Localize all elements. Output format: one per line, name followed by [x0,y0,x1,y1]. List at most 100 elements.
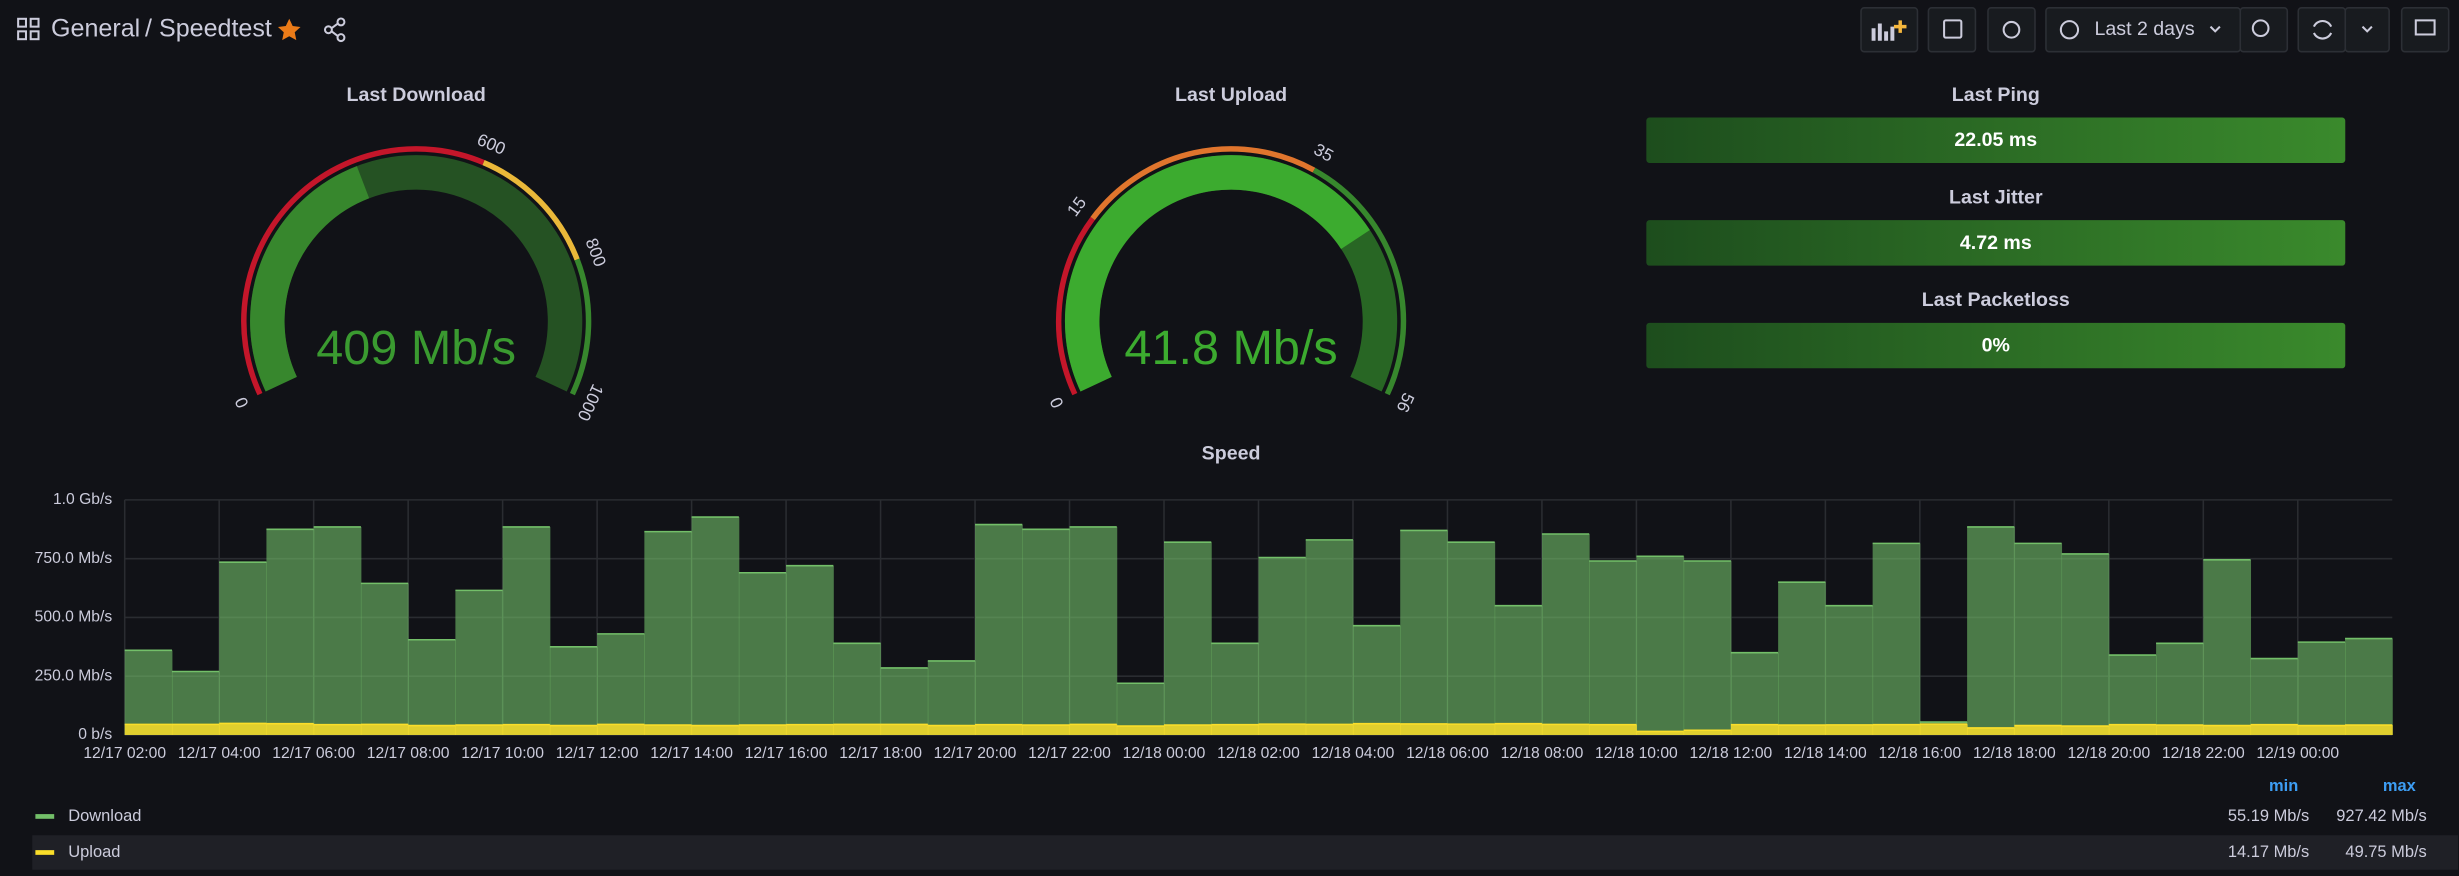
x-tick-label: 12/18 14:00 [1784,745,1867,762]
refresh-button[interactable] [2297,7,2347,53]
area-step [2156,643,2204,735]
area-step [975,524,1023,735]
area-step [313,526,362,735]
x-tick-label: 12/17 10:00 [461,745,544,762]
area-step [313,724,362,735]
area-step [1825,605,1874,735]
x-tick-label: 12/18 00:00 [1123,745,1206,762]
area-step [1305,539,1354,735]
gauge-threshold [482,160,580,261]
y-tick-label: 1.0 Gb/s [53,491,112,508]
area-step [1872,543,1921,735]
gauge-tick-label: 35 [1311,139,1337,166]
stat-title: Last Packetloss [1922,289,2070,311]
area-step [2108,724,2157,735]
area-step [2297,725,2346,735]
area-step [455,725,504,735]
x-tick-label: 12/17 08:00 [367,745,450,762]
area-step [549,725,598,735]
area-step [1164,542,1212,735]
area-step [738,572,787,735]
area-step [1919,724,1968,735]
area-step [1872,724,1921,735]
stat-value: 22.05 ms [1954,129,2037,151]
add-panel-plus [1893,20,1907,33]
area-step [597,724,645,735]
area-step [408,639,456,735]
grid-icon[interactable] [17,17,40,41]
area-step [1967,526,2015,735]
gauge-threshold [1055,216,1095,396]
legend-header: min [2269,777,2298,795]
area-step [1636,556,1685,735]
add-panel-button[interactable] [1860,7,1919,53]
zoom-out-button[interactable] [2239,7,2289,53]
area-step [1447,542,1496,735]
area-step [927,660,976,735]
star-icon[interactable] [277,18,301,41]
x-tick-label: 12/17 04:00 [178,745,261,762]
area-step [833,724,882,735]
area-step [2203,725,2252,735]
gauge-tick-label: 600 [474,129,508,159]
stat-box [1646,220,2346,266]
tv-icon [2414,19,2436,36]
area-step [786,565,834,735]
gauge-value: 409 Mb/s [316,321,516,375]
x-tick-label: 12/18 20:00 [2067,745,2150,762]
legend-swatch [35,850,55,855]
area-step [2250,658,2299,735]
y-tick-label: 250.0 Mb/s [35,667,113,684]
stat-title: Last Jitter [1949,186,2043,208]
folder-link[interactable]: General [51,14,140,42]
save-icon [1943,19,1963,39]
area-step [455,590,504,735]
area-step [2061,726,2110,735]
area-step [691,725,740,735]
x-tick-label: 12/19 00:00 [2256,745,2339,762]
area-step [2345,725,2393,735]
settings-button[interactable] [1987,7,2036,53]
area-step [502,526,551,735]
save-button[interactable] [1927,7,1977,53]
area-step [644,531,693,735]
area-step [786,724,834,735]
area-step [1447,724,1496,735]
area-step [1494,605,1543,735]
area-step [927,725,976,735]
x-tick-label: 12/17 06:00 [272,745,355,762]
area-step [1211,643,1259,735]
gauge-value: 41.8 Mb/s [1124,321,1337,375]
area-step [1022,725,1070,735]
area-step [1730,652,1779,735]
gauge-value-arc [250,166,370,392]
stat-box [1646,322,2346,369]
area-step [1211,724,1259,735]
gauge-tick-label: 56 [1393,390,1419,416]
dashboard-title[interactable]: / Speedtest [145,14,272,42]
x-tick-label: 12/17 02:00 [83,745,166,762]
gauge-tick-label: 0 [1045,394,1067,411]
legend-max: 49.75 Mb/s [2345,843,2426,861]
area-step [1778,582,1826,735]
area-step [1967,727,2015,735]
x-tick-label: 12/18 10:00 [1595,745,1678,762]
refresh-icon [2312,20,2333,40]
area-step [1022,529,1070,735]
area-step [597,633,645,735]
area-step [1069,526,1118,735]
area-step [1778,725,1826,735]
tv-mode-button[interactable] [2400,7,2450,53]
x-tick-label: 12/17 18:00 [839,745,922,762]
y-tick-label: 500.0 Mb/s [35,609,113,626]
legend-min: 14.17 Mb/s [2228,843,2309,861]
refresh-interval-button[interactable] [2344,7,2390,53]
area-step [880,724,929,735]
share-icon[interactable] [323,17,346,43]
chart-title: Speed [1202,443,1261,465]
x-tick-label: 12/18 04:00 [1312,745,1395,762]
y-tick-label: 0 b/s [78,726,112,743]
legend-swatch [35,814,55,819]
legend-name: Download [68,807,141,825]
settings-icon [2002,20,2021,39]
